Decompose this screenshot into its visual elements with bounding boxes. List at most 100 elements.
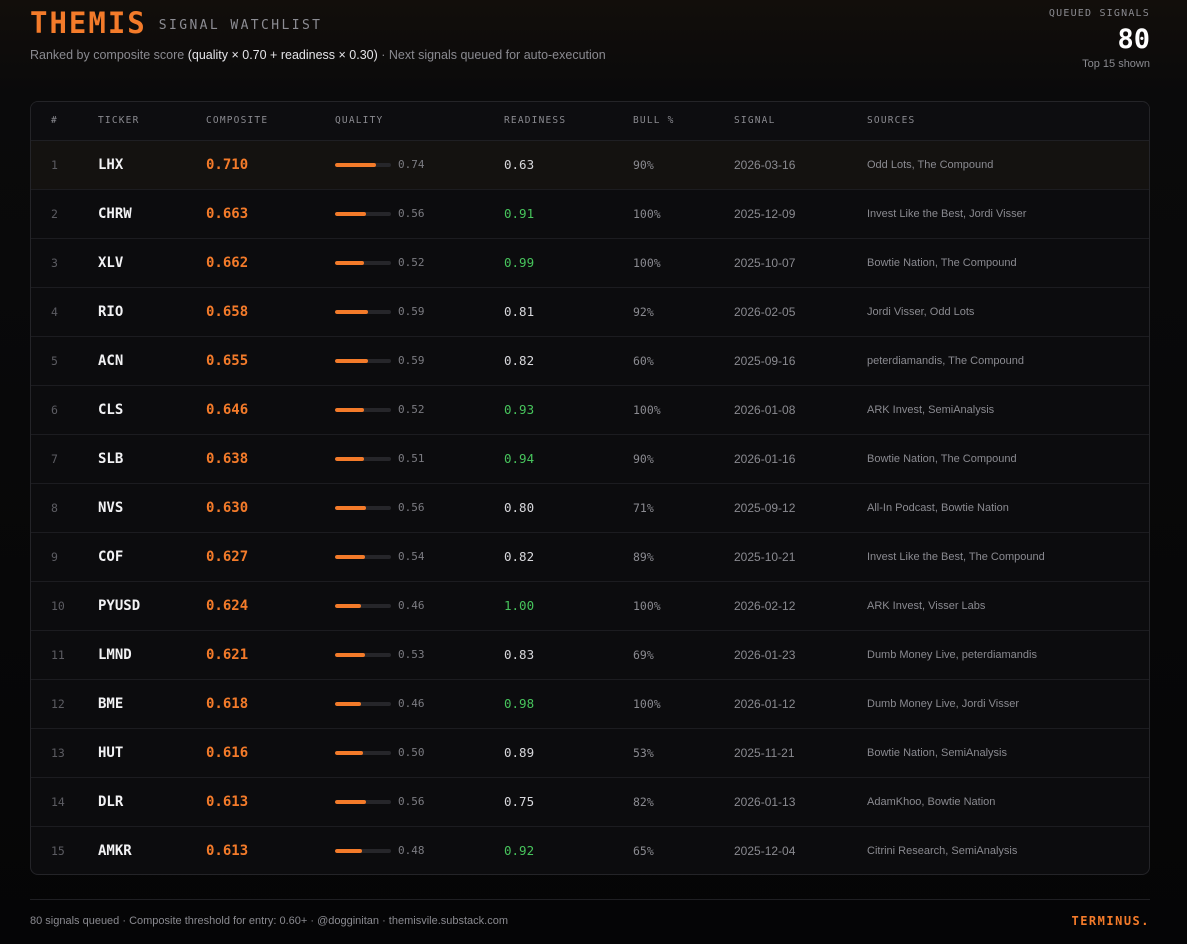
- sources-cell: Bowtie Nation, The Compound: [867, 453, 1017, 465]
- table-row[interactable]: 10 PYUSD 0.624 0.46 1.00 100% 2026-02-12 ARK In…: [31, 582, 1149, 631]
- column-header-bull[interactable]: BULL %: [633, 115, 675, 126]
- signal-date-cell: 2025-09-16: [734, 354, 796, 368]
- table-row[interactable]: 8 NVS 0.630 0.56 0.80 71% 2025-09-12 All-In Pod…: [31, 484, 1149, 533]
- quality-cell: 0.52: [335, 239, 425, 287]
- table-row[interactable]: 1 LHX 0.710 0.74 0.63 90% 2026-03-16 Odd Lots, …: [31, 141, 1149, 190]
- table-row[interactable]: 4 RIO 0.658 0.59 0.81 92% 2026-02-05 Jordi Viss…: [31, 288, 1149, 337]
- quality-bar-track: [335, 702, 391, 706]
- table-row[interactable]: 11 LMND 0.621 0.53 0.83 69% 2026-01-23 Dumb Mon…: [31, 631, 1149, 680]
- table-row[interactable]: 12 BME 0.618 0.46 0.98 100% 2026-01-12 Dumb Mon…: [31, 680, 1149, 729]
- quality-bar-fill: [335, 212, 367, 216]
- table-row[interactable]: 7 SLB 0.638 0.51 0.94 90% 2026-01-16 Bowtie Nat…: [31, 435, 1149, 484]
- signal-date-cell: 2026-03-16: [734, 158, 796, 172]
- ticker-cell: XLV: [98, 255, 124, 271]
- bull-percent-cell: 53%: [633, 746, 654, 760]
- brand: THEMIS SIGNAL WATCHLIST: [30, 6, 322, 40]
- readiness-cell: 0.99: [504, 255, 535, 270]
- sources-cell: Invest Like the Best, The Compound: [867, 551, 1045, 563]
- sources-cell: Citrini Research, SemiAnalysis: [867, 845, 1018, 857]
- column-header-rank[interactable]: #: [51, 115, 58, 126]
- quality-bar-fill: [335, 800, 367, 804]
- table-row[interactable]: 2 CHRW 0.663 0.56 0.91 100% 2025-12-09 Invest L…: [31, 190, 1149, 239]
- composite-cell: 0.662: [206, 255, 249, 271]
- table-row[interactable]: 13 HUT 0.616 0.50 0.89 53% 2025-11-21 Bowtie Na…: [31, 729, 1149, 778]
- rank-cell: 6: [51, 403, 58, 417]
- quality-cell: 0.51: [335, 435, 425, 483]
- rank-cell: 4: [51, 305, 58, 319]
- column-header-quality[interactable]: QUALITY: [335, 115, 384, 126]
- rank-cell: 1: [51, 158, 58, 172]
- bull-percent-cell: 90%: [633, 452, 654, 466]
- composite-cell: 0.627: [206, 549, 249, 565]
- table-row[interactable]: 3 XLV 0.662 0.52 0.99 100% 2025-10-07 Bowtie Na…: [31, 239, 1149, 288]
- quality-bar-fill: [335, 555, 366, 559]
- composite-cell: 0.655: [206, 353, 249, 369]
- composite-cell: 0.630: [206, 500, 249, 516]
- signal-date-cell: 2026-01-12: [734, 697, 796, 711]
- page-title: SIGNAL WATCHLIST: [158, 18, 323, 33]
- signal-date-cell: 2026-01-08: [734, 403, 796, 417]
- quality-bar-track: [335, 849, 391, 853]
- bull-percent-cell: 100%: [633, 403, 661, 417]
- signal-date-cell: 2025-10-07: [734, 256, 796, 270]
- quality-bar-fill: [335, 506, 367, 510]
- composite-cell: 0.663: [206, 206, 249, 222]
- sources-cell: Dumb Money Live, peterdiamandis: [867, 649, 1037, 661]
- sources-cell: peterdiamandis, The Compound: [867, 355, 1024, 367]
- composite-cell: 0.616: [206, 745, 249, 761]
- readiness-cell: 0.83: [504, 647, 535, 662]
- ticker-cell: CHRW: [98, 206, 132, 222]
- footer-text: 80 signals queued · Composite threshold …: [30, 915, 508, 927]
- quality-cell: 0.52: [335, 386, 425, 434]
- sources-cell: Jordi Visser, Odd Lots: [867, 306, 975, 318]
- readiness-cell: 0.98: [504, 696, 535, 711]
- composite-cell: 0.646: [206, 402, 249, 418]
- table-row[interactable]: 9 COF 0.627 0.54 0.82 89% 2025-10-21 Invest Lik…: [31, 533, 1149, 582]
- ticker-cell: RIO: [98, 304, 124, 320]
- quality-bar-fill: [335, 604, 361, 608]
- quality-cell: 0.46: [335, 680, 425, 728]
- bull-percent-cell: 71%: [633, 501, 654, 515]
- readiness-cell: 0.81: [504, 304, 535, 319]
- quality-cell: 0.59: [335, 337, 425, 385]
- table-row[interactable]: 5 ACN 0.655 0.59 0.82 60% 2025-09-16 peterdiama…: [31, 337, 1149, 386]
- quality-value: 0.52: [398, 403, 425, 416]
- readiness-cell: 0.89: [504, 745, 535, 760]
- quality-bar-fill: [335, 751, 363, 755]
- ticker-cell: AMKR: [98, 843, 132, 859]
- quality-bar-track: [335, 359, 391, 363]
- rank-cell: 5: [51, 354, 58, 368]
- quality-value: 0.74: [398, 158, 425, 171]
- readiness-cell: 0.93: [504, 402, 535, 417]
- column-header-readiness[interactable]: READINESS: [504, 115, 567, 126]
- column-header-ticker[interactable]: TICKER: [98, 115, 140, 126]
- composite-cell: 0.638: [206, 451, 249, 467]
- rank-cell: 11: [51, 648, 65, 662]
- quality-bar-fill: [335, 163, 377, 167]
- bull-percent-cell: 65%: [633, 844, 654, 858]
- quality-bar-track: [335, 408, 391, 412]
- column-header-signal[interactable]: SIGNAL: [734, 115, 776, 126]
- logo: THEMIS: [30, 6, 147, 40]
- quality-value: 0.54: [398, 550, 425, 563]
- table-row[interactable]: 6 CLS 0.646 0.52 0.93 100% 2026-01-08 ARK Inves…: [31, 386, 1149, 435]
- table-row[interactable]: 15 AMKR 0.613 0.48 0.92 65% 2025-12-04 Citrini …: [31, 827, 1149, 874]
- readiness-cell: 0.63: [504, 157, 535, 172]
- quality-value: 0.56: [398, 795, 425, 808]
- quality-bar-fill: [335, 702, 361, 706]
- sources-cell: Invest Like the Best, Jordi Visser: [867, 208, 1027, 220]
- quality-bar-fill: [335, 653, 365, 657]
- quality-bar-track: [335, 751, 391, 755]
- signal-watchlist-table: # TICKER COMPOSITE QUALITY READINESS BUL…: [30, 101, 1150, 875]
- quality-cell: 0.46: [335, 582, 425, 630]
- sources-cell: ARK Invest, Visser Labs: [867, 600, 986, 612]
- ticker-cell: SLB: [98, 451, 124, 467]
- ticker-cell: BME: [98, 696, 124, 712]
- signal-date-cell: 2026-01-16: [734, 452, 796, 466]
- quality-cell: 0.56: [335, 190, 425, 238]
- subtitle-suffix: · Next signals queued for auto-execution: [377, 48, 606, 62]
- column-header-sources[interactable]: SOURCES: [867, 115, 916, 126]
- column-header-composite[interactable]: COMPOSITE: [206, 115, 269, 126]
- ticker-cell: HUT: [98, 745, 124, 761]
- table-row[interactable]: 14 DLR 0.613 0.56 0.75 82% 2026-01-13 AdamKhoo,…: [31, 778, 1149, 827]
